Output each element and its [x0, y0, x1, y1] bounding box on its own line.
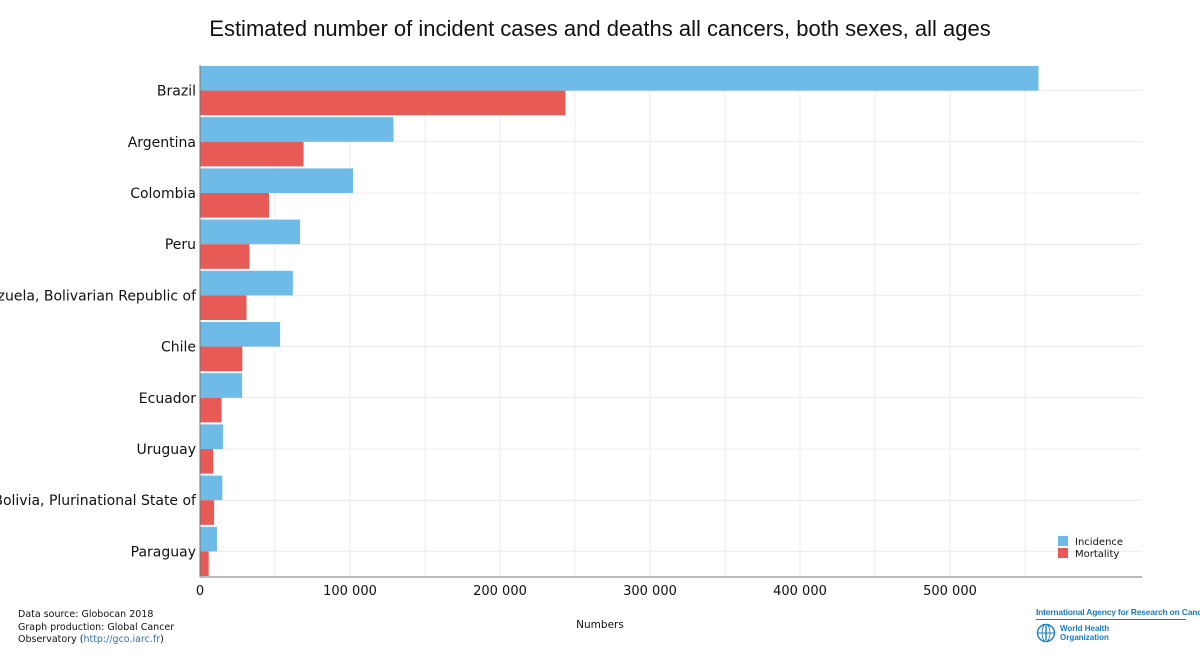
axes [199, 65, 1142, 578]
x-tick-label: 500 000 [923, 584, 977, 599]
graph-production: Graph production: Global Cancer [18, 621, 175, 633]
chart-title: Estimated number of incident cases and d… [209, 16, 990, 41]
bars [200, 66, 1039, 576]
bar-incidence-2 [200, 168, 353, 193]
bar-incidence-5 [200, 322, 281, 347]
iarc-logo-text: International Agency for Research on Can… [1036, 607, 1200, 620]
category-label: Colombia [130, 186, 196, 202]
legend-swatch-mortality [1058, 548, 1068, 558]
bar-mortality-3 [200, 244, 250, 269]
who-text: World Health Organization [1060, 624, 1109, 642]
bar-mortality-6 [200, 397, 222, 423]
who-text-line-1: World Health [1060, 624, 1110, 633]
bar-incidence-6 [200, 373, 243, 398]
who-emblem-icon [1036, 623, 1056, 643]
bar-incidence-1 [200, 117, 394, 142]
x-tick-label: 0 [196, 584, 204, 599]
legend-label-mortality: Mortality [1075, 549, 1119, 560]
bar-incidence-4 [200, 270, 293, 296]
bar-mortality-4 [200, 295, 247, 320]
bar-mortality-1 [200, 141, 304, 167]
x-tick-label: 300 000 [623, 584, 677, 599]
x-axis-title: Numbers [576, 619, 624, 631]
logos: International Agency for Research on Can… [1036, 607, 1200, 643]
x-tick-label: 100 000 [323, 584, 377, 599]
bar-mortality-7 [200, 449, 214, 474]
category-labels: Brazil Argentina Colombia Peru Venezuela, Bo… [0, 84, 197, 561]
bar-incidence-7 [200, 424, 223, 449]
gco-link[interactable]: http://gco.iarc.fr [83, 634, 161, 645]
bar-mortality-0 [200, 90, 566, 116]
bar-incidence-9 [200, 526, 217, 552]
x-tick-label: 200 000 [473, 584, 527, 599]
bar-incidence-3 [200, 219, 301, 245]
bar-mortality-2 [200, 193, 269, 218]
category-label: Argentina [128, 135, 196, 151]
category-label: Venezuela, Bolivarian Republic of [0, 288, 197, 304]
graph-production-cont: Observatory (http://gco.iarc.fr) [18, 634, 174, 647]
category-label: Paraguay [131, 544, 196, 560]
category-label: Bolivia, Plurinational State of [0, 493, 197, 509]
bar-mortality-9 [200, 551, 209, 576]
close-paren: ) [160, 634, 164, 645]
data-source: Data source: Globocan 2018 [18, 609, 154, 620]
tick-labels: 0 100 000 200 000 300 000 400 000 500 000 [196, 584, 977, 599]
bar-mortality-5 [200, 346, 243, 372]
who-text-line-2: Organization [1060, 633, 1109, 642]
category-label: Chile [161, 340, 196, 356]
bar-incidence-8 [200, 475, 223, 501]
category-label: Peru [165, 237, 196, 253]
category-label: Ecuador [139, 391, 196, 407]
legend-label-incidence: Incidence [1075, 537, 1123, 548]
category-label: Uruguay [137, 442, 197, 458]
bar-incidence-0 [200, 66, 1039, 91]
observatory-text: Observatory ( [18, 634, 84, 645]
category-label: Brazil [157, 84, 196, 100]
who-logo: World Health Organization [1036, 623, 1186, 643]
legend-swatch-incidence [1058, 536, 1068, 546]
footer: Data source: Globocan 2018 Graph product… [18, 609, 174, 647]
x-tick-label: 400 000 [773, 584, 827, 599]
bar-mortality-8 [200, 500, 215, 525]
